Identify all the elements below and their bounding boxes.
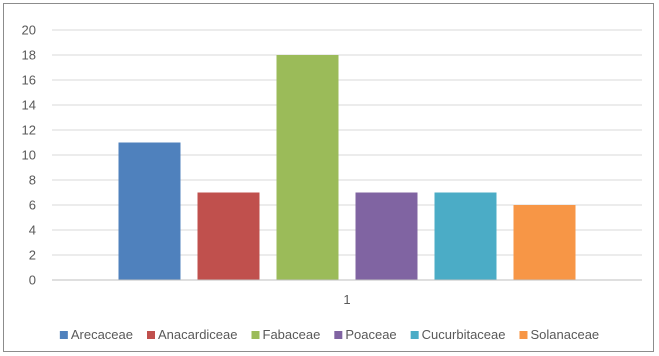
y-tick-label: 20	[22, 23, 36, 38]
legend-item-solanaceae: Solanaceae	[519, 327, 599, 342]
legend-item-arecaceae: Arecaceae	[59, 327, 133, 342]
y-tick-label: 6	[29, 198, 36, 213]
x-tick-label: 1	[343, 292, 350, 307]
y-tick-label: 14	[22, 98, 36, 113]
y-axis-ticks: 0 2 4 6 8 10 12 14 16 18 20	[22, 23, 36, 288]
legend-label: Fabaceae	[263, 327, 321, 342]
legend: Arecaceae Anacardiceae Fabaceae Poaceae Cucu…	[59, 327, 599, 342]
legend-swatch	[251, 331, 260, 339]
bar-solanaceae	[513, 205, 576, 280]
x-axis-ticks: 1	[343, 292, 350, 307]
y-tick-label: 8	[29, 173, 36, 188]
legend-item-poaceae: Poaceae	[334, 327, 397, 342]
legend-item-anacardiceae: Anacardiceae	[147, 327, 238, 342]
legend-label: Poaceae	[345, 327, 396, 342]
y-tick-label: 18	[22, 48, 36, 63]
bar-anacardiceae	[197, 192, 260, 280]
bar-fabaceae	[276, 55, 339, 280]
legend-swatch	[147, 331, 155, 339]
legend-label: Arecaceae	[71, 327, 133, 342]
y-tick-label: 10	[22, 148, 36, 163]
y-tick-label: 2	[29, 248, 36, 263]
legend-swatch	[59, 331, 68, 339]
bar-poaceae	[355, 192, 418, 280]
legend-swatch	[519, 331, 528, 339]
bar-arecaceae	[118, 142, 181, 280]
y-tick-label: 0	[29, 273, 36, 288]
bars	[118, 55, 576, 280]
legend-swatch	[334, 331, 343, 339]
legend-label: Anacardiceae	[158, 327, 238, 342]
y-tick-label: 12	[22, 123, 36, 138]
y-tick-label: 4	[29, 223, 36, 238]
legend-item-cucurbitaceae: Cucurbitaceae	[410, 327, 506, 342]
legend-swatch	[410, 331, 419, 339]
bar-cucurbitaceae	[434, 192, 497, 280]
y-tick-label: 16	[22, 73, 36, 88]
legend-label: Cucurbitaceae	[422, 327, 506, 342]
legend-item-fabaceae: Fabaceae	[251, 327, 321, 342]
legend-label: Solanaceae	[530, 327, 599, 342]
